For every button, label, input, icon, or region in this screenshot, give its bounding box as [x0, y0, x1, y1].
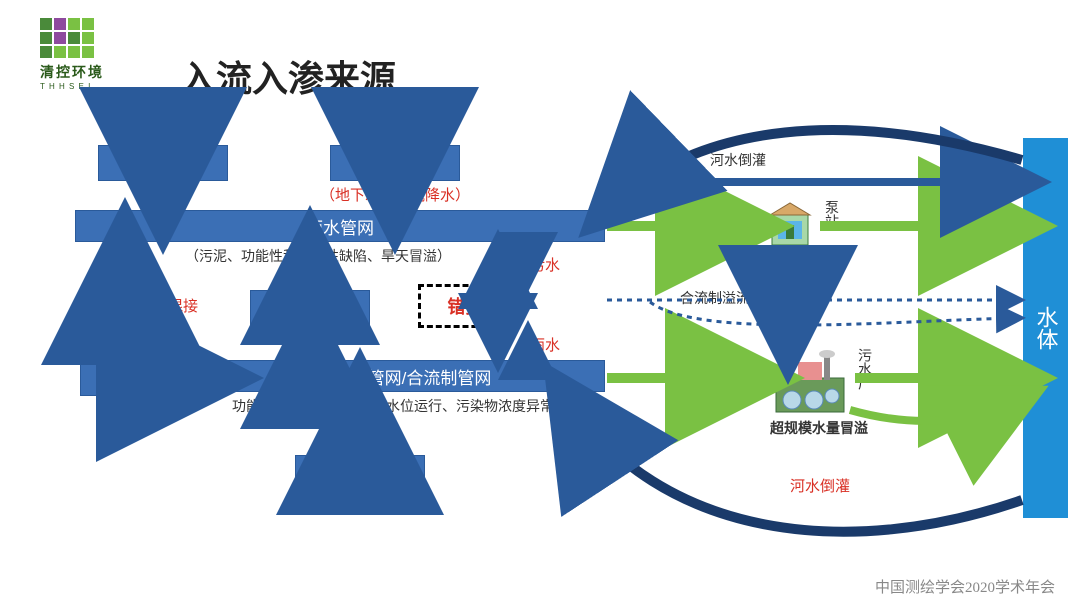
bar-sewage-network: 污水管网/合流制管网: [220, 360, 605, 392]
logo: 清控环境 T H H S E I: [40, 18, 130, 91]
node-infiltration-bottom: 外水入渗: [295, 455, 425, 491]
footer: 中国测绘学会2020学术年会: [875, 576, 1055, 597]
page-title: 入流入渗来源: [180, 50, 396, 102]
node-sewage-exfil: 污水外渗: [250, 290, 370, 326]
logo-name: 清控环境: [40, 62, 130, 82]
wwtp-icon: [770, 348, 850, 418]
node-infiltration-top: 外水入渗: [330, 145, 460, 181]
logo-grid: [40, 18, 130, 58]
label-plant: 污水厂: [855, 348, 875, 390]
label-rain: 雨水: [530, 334, 560, 355]
node-water-body: 水体: [1023, 138, 1068, 518]
caption-rainbar: （污泥、功能性和结构性缺陷、旱天冒溢）: [185, 246, 451, 266]
label-backflow-bottom: 河水倒灌: [790, 475, 850, 496]
label-infiltration-top-sub: （地下水、基坑降水）: [320, 184, 470, 205]
node-npollution: 面源污染: [98, 145, 228, 181]
label-sewage-mix: 污水混接: [138, 295, 198, 316]
node-cross-connect: 错接: [418, 284, 513, 328]
logo-sub: T H H S E I: [40, 82, 130, 91]
label-sewage: 污水: [530, 254, 560, 275]
label-pump: 泵站: [822, 200, 842, 228]
label-cso: 合流制溢流: [680, 288, 750, 308]
label-overflow: 超规模水量冒溢: [770, 418, 868, 438]
bar-rain-network: 雨水管网: [75, 210, 605, 242]
node-drainage-user: 排水户: [80, 360, 180, 396]
pump-station-icon: [760, 195, 820, 255]
label-backflow-top: 河水倒灌: [710, 150, 766, 170]
label-infiltration-bottom-sub: （地下水、基坑降水）: [285, 494, 435, 515]
caption-sewbar: 功能性和结构性缺陷、高水位运行、污染物浓度异常）: [232, 396, 568, 416]
